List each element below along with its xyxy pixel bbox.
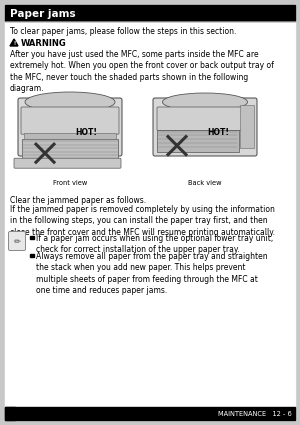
Bar bbox=[24, 133, 116, 139]
Text: Front view: Front view bbox=[53, 180, 87, 186]
Text: Back view: Back view bbox=[188, 180, 222, 186]
Bar bbox=[22, 139, 118, 159]
Text: HOT!: HOT! bbox=[75, 128, 97, 136]
FancyBboxPatch shape bbox=[21, 107, 119, 134]
Text: ✏: ✏ bbox=[14, 236, 20, 246]
Text: MAINTENANCE   12 - 6: MAINTENANCE 12 - 6 bbox=[218, 411, 292, 416]
Text: HOT!: HOT! bbox=[207, 128, 229, 136]
Bar bbox=[5, 5, 295, 21]
Text: !: ! bbox=[13, 41, 15, 46]
Text: Paper jams: Paper jams bbox=[10, 9, 76, 19]
Ellipse shape bbox=[25, 92, 115, 112]
Text: Clear the jammed paper as follows.: Clear the jammed paper as follows. bbox=[10, 196, 146, 205]
Text: If the jammed paper is removed completely by using the information
in the follow: If the jammed paper is removed completel… bbox=[10, 205, 275, 237]
Bar bbox=[240, 105, 254, 148]
Text: Always remove all paper from the paper tray and straighten
the stack when you ad: Always remove all paper from the paper t… bbox=[36, 252, 268, 295]
Ellipse shape bbox=[163, 93, 248, 111]
Text: If a paper jam occurs when using the optional lower tray unit,
check for correct: If a paper jam occurs when using the opt… bbox=[36, 234, 273, 255]
Text: After you have just used the MFC, some parts inside the MFC are
extremely hot. W: After you have just used the MFC, some p… bbox=[10, 50, 274, 94]
FancyBboxPatch shape bbox=[14, 158, 121, 168]
FancyBboxPatch shape bbox=[157, 107, 251, 130]
Bar bbox=[5, 407, 15, 420]
Bar bbox=[30, 253, 34, 257]
Bar bbox=[157, 130, 239, 152]
FancyBboxPatch shape bbox=[153, 98, 257, 156]
Bar bbox=[30, 235, 34, 239]
FancyBboxPatch shape bbox=[8, 232, 26, 250]
Bar bbox=[5, 407, 295, 420]
FancyBboxPatch shape bbox=[18, 98, 122, 156]
Polygon shape bbox=[10, 39, 18, 46]
Text: WARNING: WARNING bbox=[21, 39, 67, 48]
Text: To clear paper jams, please follow the steps in this section.: To clear paper jams, please follow the s… bbox=[10, 27, 236, 36]
